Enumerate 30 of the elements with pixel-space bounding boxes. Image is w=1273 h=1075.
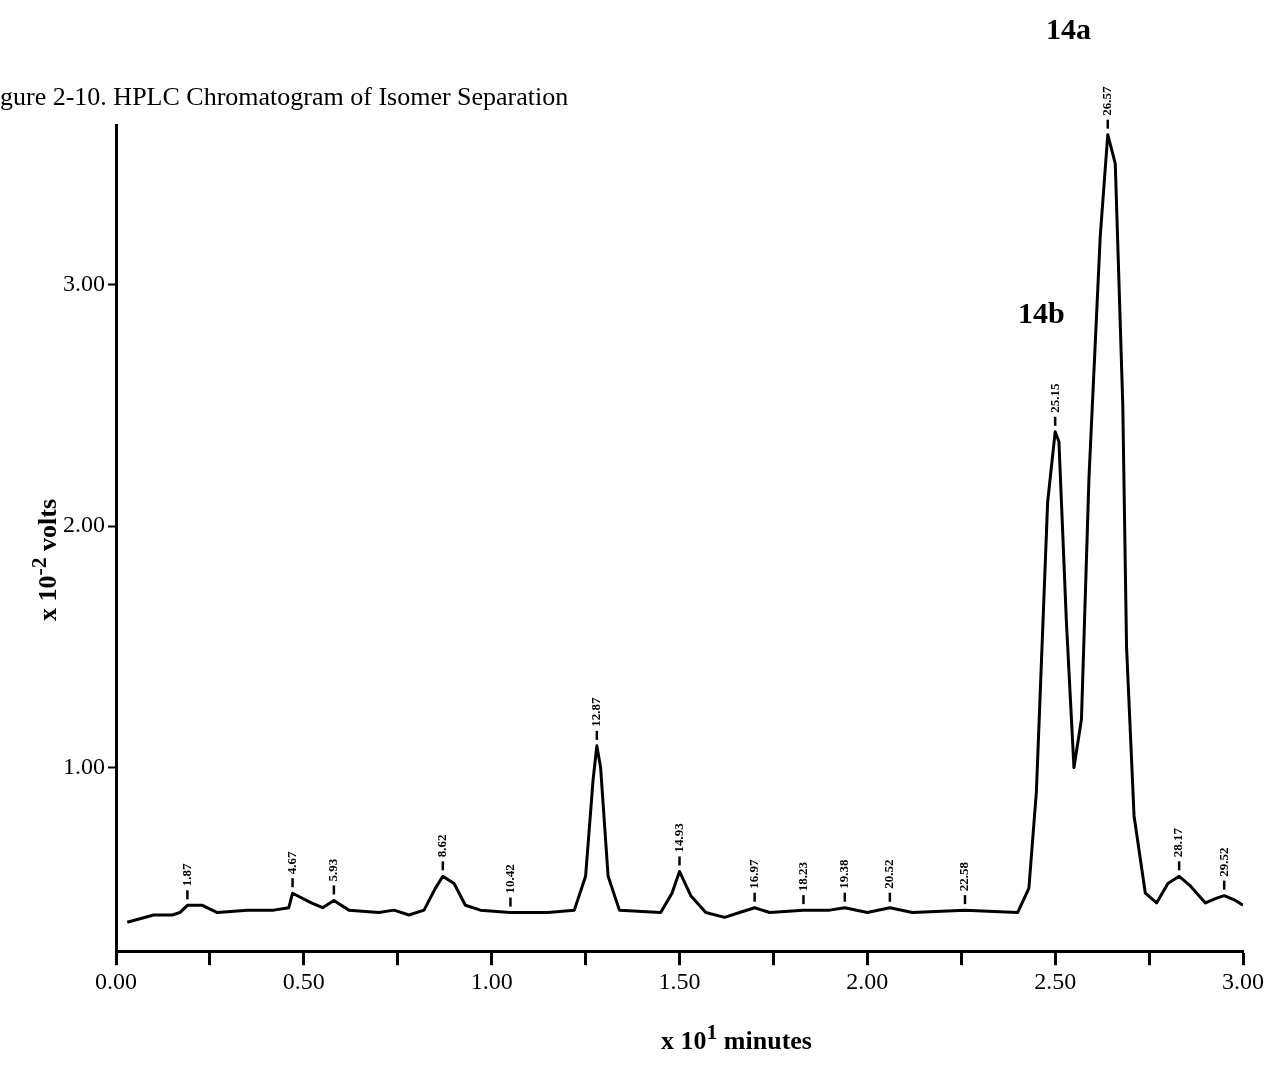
annotation: 12.87 <box>588 697 604 727</box>
text: 14a <box>1046 12 1091 45</box>
annotation: 25.15 <box>1046 383 1062 413</box>
annotation: 14b <box>1018 296 1065 329</box>
annotation: 5.93 <box>325 858 341 882</box>
annotation: 19.38 <box>836 858 852 889</box>
x-tick-label: 2.00 <box>846 967 889 994</box>
annotation: 22.58 <box>956 861 972 892</box>
annotation: 14.93 <box>670 822 686 853</box>
x-tick-label: 0.50 <box>282 967 325 994</box>
y-tick-label: 2.00 <box>63 511 105 538</box>
chart-title: gure 2-10. HPLC Chromatogram of Isomer Separation <box>0 82 569 112</box>
annotation: 26.57 <box>1099 85 1115 116</box>
x-tick-label: 0.00 <box>95 967 137 994</box>
x-axis-title: x 10$^{1}$ minutes <box>660 1020 813 1056</box>
annotation: 29.52 <box>1215 847 1231 877</box>
annotation: 16.97 <box>745 858 761 889</box>
y-tick-label: 3.00 <box>63 269 105 296</box>
annotation: 10.42 <box>501 864 517 894</box>
annotation: 28.17 <box>1170 827 1186 858</box>
x-tick-label: 1.50 <box>658 967 701 994</box>
annotation: 8.62 <box>434 834 450 858</box>
annotation: 1.87 <box>178 863 194 887</box>
annotation: 4.67 <box>283 850 299 875</box>
x-tick-label: 2.50 <box>1034 967 1077 994</box>
annotation: 20.52 <box>881 859 897 889</box>
annotation: 18.23 <box>794 861 810 892</box>
x-tick-label: 1.00 <box>470 967 513 994</box>
x-tick-label: 3.00 <box>1222 967 1264 994</box>
y-tick-label: 1.00 <box>63 752 105 779</box>
